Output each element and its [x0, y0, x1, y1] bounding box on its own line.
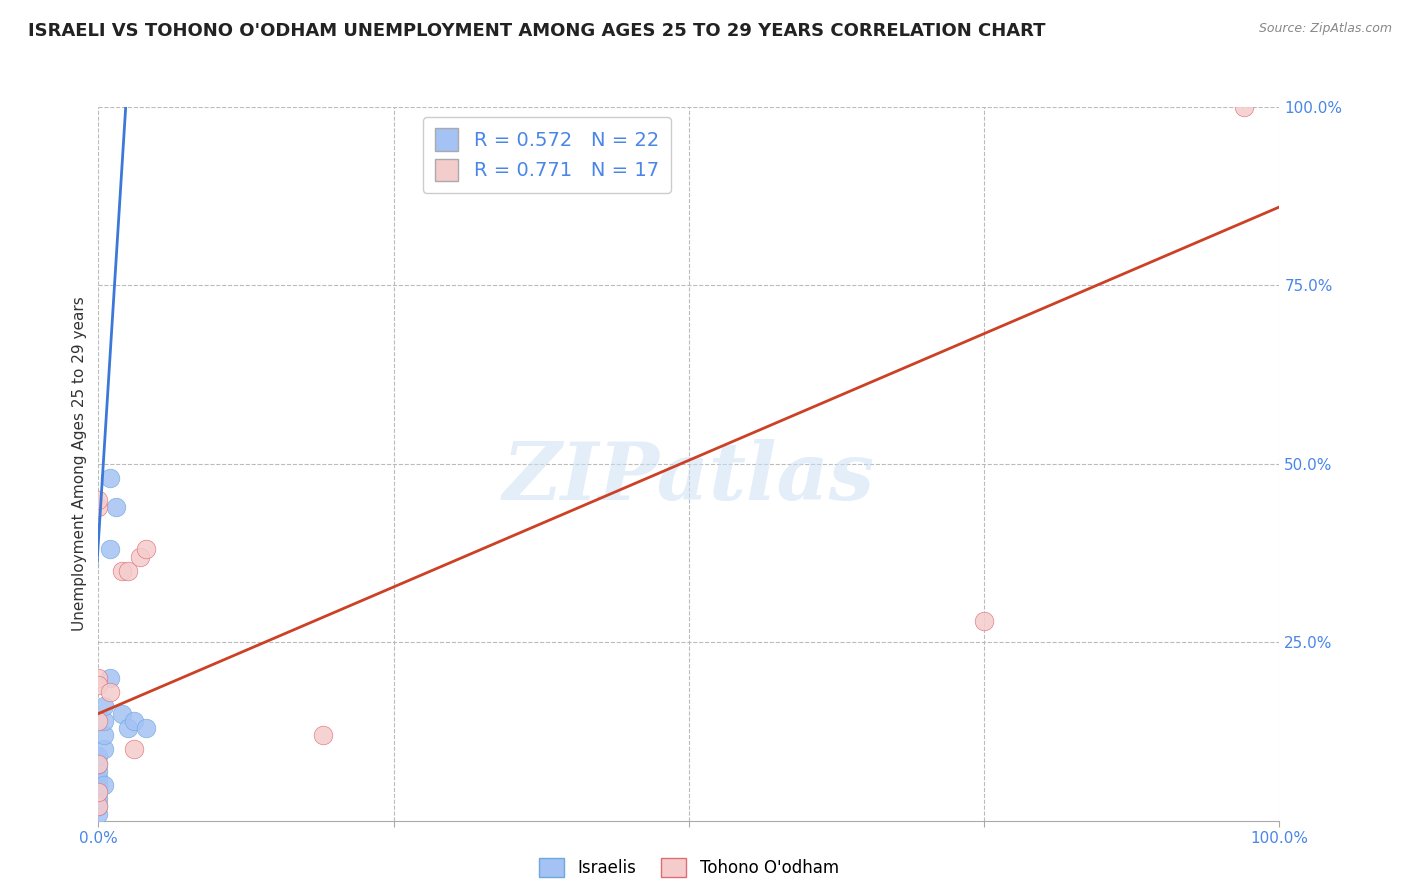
Point	[111, 706, 134, 721]
Point	[105, 500, 128, 514]
Point	[93, 778, 115, 792]
Point	[135, 542, 157, 557]
Point	[128, 549, 150, 564]
Point	[87, 785, 110, 799]
Point	[87, 500, 110, 514]
Point	[87, 671, 110, 685]
Legend: Israelis, Tohono O'odham: Israelis, Tohono O'odham	[533, 851, 845, 884]
Point	[87, 714, 110, 728]
Point	[973, 614, 995, 628]
Point	[93, 742, 115, 756]
Point	[117, 564, 139, 578]
Point	[98, 471, 121, 485]
Point	[135, 721, 157, 735]
Point	[93, 699, 115, 714]
Point	[87, 756, 110, 771]
Point	[1233, 100, 1256, 114]
Point	[98, 671, 121, 685]
Point	[87, 678, 110, 692]
Point	[87, 792, 110, 806]
Point	[87, 492, 110, 507]
Point	[87, 799, 110, 814]
Point	[93, 728, 115, 742]
Y-axis label: Unemployment Among Ages 25 to 29 years: Unemployment Among Ages 25 to 29 years	[72, 296, 87, 632]
Text: Source: ZipAtlas.com: Source: ZipAtlas.com	[1258, 22, 1392, 36]
Point	[87, 778, 110, 792]
Point	[87, 799, 110, 814]
Point	[87, 806, 110, 821]
Point	[111, 564, 134, 578]
Point	[117, 721, 139, 735]
Point	[98, 685, 121, 699]
Text: ISRAELI VS TOHONO O'ODHAM UNEMPLOYMENT AMONG AGES 25 TO 29 YEARS CORRELATION CHA: ISRAELI VS TOHONO O'ODHAM UNEMPLOYMENT A…	[28, 22, 1046, 40]
Point	[98, 542, 121, 557]
Point	[122, 742, 145, 756]
Point	[87, 785, 110, 799]
Point	[122, 714, 145, 728]
Point	[312, 728, 335, 742]
Point	[93, 714, 115, 728]
Point	[87, 764, 110, 778]
Text: ZIPatlas: ZIPatlas	[503, 440, 875, 516]
Point	[87, 756, 110, 771]
Point	[87, 771, 110, 785]
Point	[87, 749, 110, 764]
